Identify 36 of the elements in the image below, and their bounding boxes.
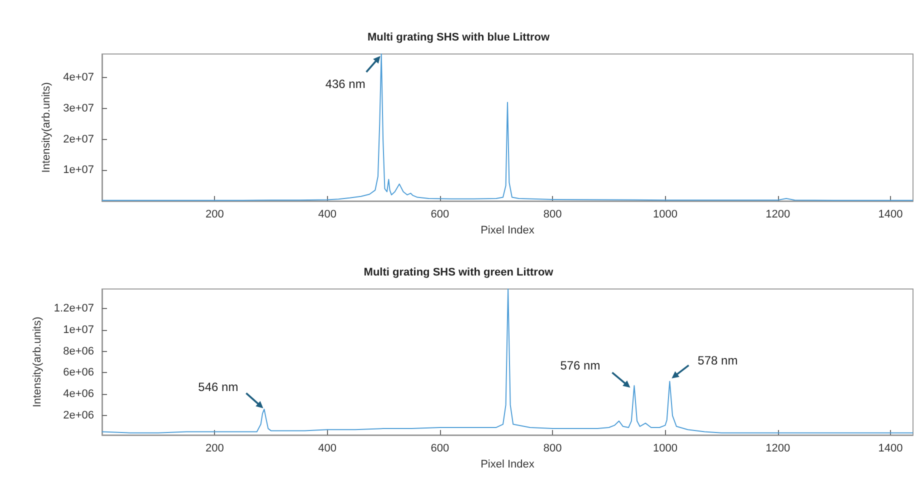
annotation: 576 nm bbox=[560, 358, 600, 373]
chart-title: Multi grating SHS with blue Littrow bbox=[367, 32, 550, 44]
x-tick-label: 1200 bbox=[766, 208, 790, 220]
chart-title: Multi grating SHS with green Littrow bbox=[364, 266, 554, 278]
y-tick-label: 2e+07 bbox=[63, 133, 94, 146]
y-tick-label: 3e+07 bbox=[63, 102, 94, 115]
x-tick-label: 600 bbox=[430, 442, 450, 454]
annotation: 578 nm bbox=[698, 353, 738, 368]
annotation: 436 nm bbox=[325, 77, 366, 91]
x-tick-label: 1400 bbox=[878, 208, 903, 220]
x-tick-label: 400 bbox=[318, 442, 336, 454]
x-axis-title: Pixel Index bbox=[480, 458, 535, 470]
line-series bbox=[102, 54, 914, 201]
x-tick-label: 1200 bbox=[766, 442, 790, 454]
x-tick-label: 800 bbox=[543, 442, 562, 454]
y-tick-label: 1.2e+07 bbox=[54, 302, 94, 314]
y-tick-label: 8e+06 bbox=[63, 345, 94, 358]
y-tick-label: 1e+07 bbox=[63, 164, 94, 176]
y-axis-title: Intensity(arb.units) bbox=[32, 316, 44, 408]
y-tick-label: 2e+06 bbox=[63, 410, 94, 422]
y-tick-label: 6e+06 bbox=[63, 366, 94, 379]
y-axis-title: Intensity(arb.units) bbox=[40, 82, 52, 173]
y-tick-label: 1e+07 bbox=[63, 324, 94, 336]
x-tick-label: 800 bbox=[543, 208, 562, 220]
x-tick-label: 1000 bbox=[652, 208, 678, 220]
x-tick-label: 200 bbox=[205, 208, 224, 220]
x-tick-label: 400 bbox=[318, 208, 336, 220]
x-axis-title: Pixel Index bbox=[480, 224, 535, 236]
y-tick-label: 4e+07 bbox=[63, 72, 94, 84]
x-tick-label: 600 bbox=[430, 208, 450, 220]
x-tick-label: 1000 bbox=[652, 442, 678, 454]
annotation: 546 nm bbox=[198, 380, 238, 394]
y-tick-label: 4e+06 bbox=[63, 388, 94, 400]
x-tick-label: 200 bbox=[205, 442, 224, 454]
line-series bbox=[102, 288, 914, 434]
x-tick-label: 1400 bbox=[878, 442, 903, 454]
